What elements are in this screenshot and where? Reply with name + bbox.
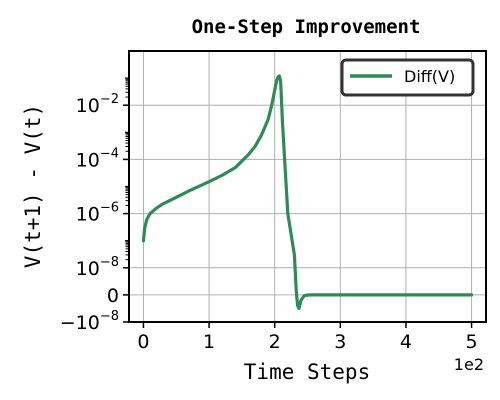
series-line-0	[141, 74, 474, 311]
x-axis: 0 1 2 3 4 5	[137, 322, 478, 353]
x-tick-label: 3	[334, 331, 346, 353]
x-tick-label: 1	[203, 331, 215, 353]
y-tick-base: 10	[76, 204, 100, 226]
x-axis-offset-label: 1e2	[454, 355, 484, 374]
y-axis-label: V(t+1) - V(t)	[21, 104, 45, 268]
y-tick-base: 10	[76, 95, 100, 117]
y-tick-label: 10−4	[76, 146, 119, 171]
y-tick-label: −10−8	[60, 309, 119, 334]
chart-title: One-Step Improvement	[192, 16, 421, 38]
legend-box	[340, 58, 475, 97]
y-tick-base: 0	[107, 285, 119, 307]
legend-label: Diff(V)	[404, 67, 455, 86]
y-tick-label: 10−2	[76, 92, 119, 117]
y-tick-exponent: −6	[100, 201, 119, 216]
x-tick-label: 0	[137, 331, 149, 353]
x-tick-label: 5	[466, 331, 478, 353]
y-tick-label: 0	[107, 285, 119, 307]
legend: Diff(V)	[340, 58, 475, 97]
x-tick-label: 4	[400, 331, 412, 353]
y-tick-exponent: −8	[100, 255, 119, 270]
y-tick-base: 10	[76, 149, 100, 171]
y-tick-exponent: −2	[100, 92, 119, 107]
x-tick-label: 2	[269, 331, 281, 353]
y-tick-label: 10−6	[76, 201, 119, 226]
y-tick-label: 10−8	[76, 255, 119, 280]
series-layer	[141, 74, 474, 311]
y-tick-base: 10	[76, 258, 100, 280]
y-tick-exponent: −4	[100, 146, 119, 161]
y-tick-base: −10	[60, 312, 100, 334]
y-tick-exponent: −8	[100, 309, 119, 324]
x-axis-label: Time Steps	[244, 360, 370, 384]
